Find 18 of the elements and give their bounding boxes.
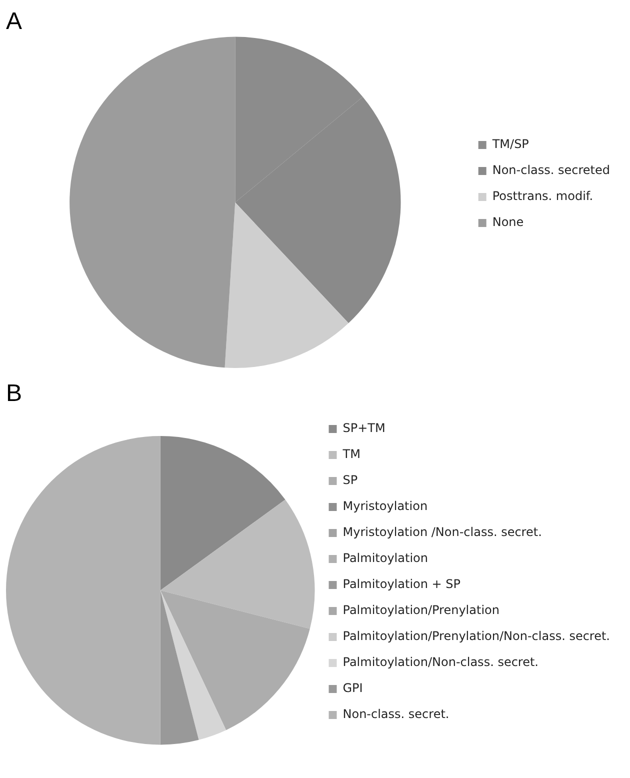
legend-label: Non-class. secret. (342, 707, 450, 722)
legend-label: GPI (342, 681, 363, 696)
legend-label: Myristoylation /Non-class. secret. (342, 525, 542, 540)
legend-label: Palmitoylation/Non-class. secret. (342, 655, 538, 670)
legend-label: Myristoylation (342, 499, 428, 514)
legend-label: Palmitoylation + SP (342, 577, 461, 592)
legend-label: SP (342, 473, 358, 488)
chart-title: A (6, 8, 22, 36)
legend-label: Palmitoylation/Prenylation/Non-class. secret. (342, 629, 610, 644)
legend-label: Posttrans. modif. (492, 189, 594, 204)
legend-label: Non-class. secreted (492, 163, 610, 178)
legend-label: TM (342, 447, 360, 462)
legend-label: Palmitoylation (342, 551, 428, 566)
legend-label: None (492, 215, 524, 230)
chart-title: B (6, 380, 22, 408)
legend-label: SP+TM (342, 421, 386, 436)
legend-label: Palmitoylation/Prenylation (342, 603, 500, 618)
legend-label: TM/SP (491, 137, 529, 152)
